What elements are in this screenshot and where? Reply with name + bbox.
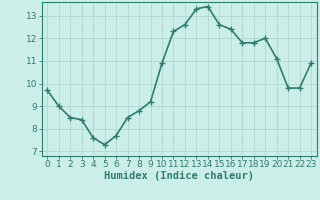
X-axis label: Humidex (Indice chaleur): Humidex (Indice chaleur) [104,171,254,181]
